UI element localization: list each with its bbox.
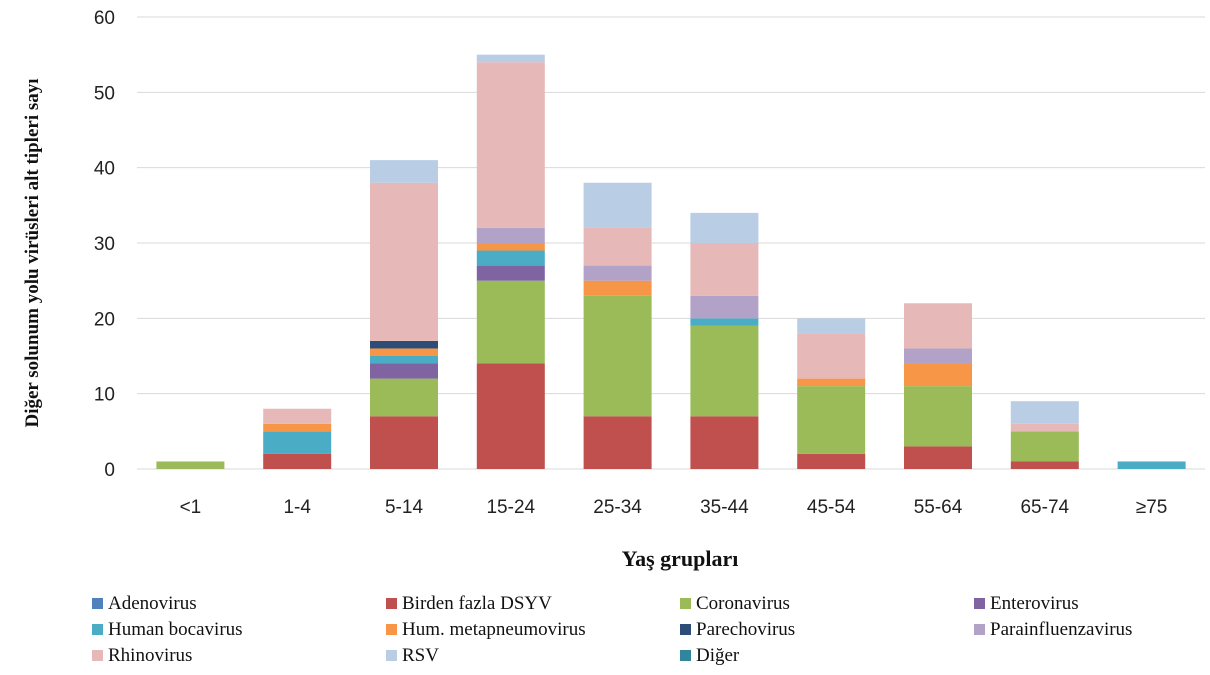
x-tick-label: 1-4 — [283, 497, 311, 518]
bar-segment — [904, 348, 972, 364]
x-axis-title: Yaş grupları — [622, 546, 739, 571]
legend-swatch — [974, 624, 985, 635]
bar-segment — [690, 243, 759, 296]
y-axis-title: Diğer solunum yolu virüsleri alt tipleri… — [22, 78, 43, 427]
legend-entry: RSV — [402, 645, 439, 666]
x-tick-label: 15-24 — [486, 497, 535, 518]
bar-segment — [476, 227, 545, 243]
bar-segment — [690, 295, 759, 319]
bar-segment — [690, 318, 759, 326]
legend-swatch — [92, 598, 103, 609]
bar-segment — [1117, 461, 1186, 469]
bar-segment — [370, 416, 438, 469]
y-tick-label: 20 — [94, 309, 115, 330]
x-tick-label: 5-14 — [385, 497, 423, 518]
bar-segment — [904, 446, 972, 469]
legend-entry: Parainfluenzavirus — [990, 619, 1132, 640]
x-tick-label: 65-74 — [1020, 497, 1069, 518]
bar-segment — [370, 160, 438, 183]
legend-entry: Enterovirus — [990, 593, 1079, 614]
legend-entry: Coronavirus — [696, 593, 790, 614]
bar-segment — [370, 340, 438, 349]
legend-swatch — [92, 650, 103, 661]
y-tick-label: 10 — [94, 385, 115, 406]
legend-swatch — [92, 624, 103, 635]
bar-segment — [904, 363, 972, 387]
legend-entry: Diğer — [696, 645, 740, 666]
bar-segment — [797, 386, 866, 454]
bar-segment — [797, 453, 866, 469]
y-tick-label: 0 — [104, 460, 115, 481]
bar-segment — [263, 431, 332, 454]
bar-segment — [476, 280, 545, 364]
bar-segment — [904, 303, 972, 349]
bar-segment — [476, 243, 545, 251]
x-tick-label: <1 — [180, 497, 202, 518]
y-tick-label: 50 — [94, 83, 115, 104]
legend-entry: Parechovirus — [696, 619, 795, 640]
bar-segment — [797, 378, 866, 387]
gridlines — [137, 16, 1205, 470]
bar-segment — [156, 461, 225, 469]
legend-swatch — [680, 598, 691, 609]
bar-segment — [690, 325, 759, 417]
legend-swatch — [680, 624, 691, 635]
legend-entry: Hum. metapneumovirus — [402, 619, 586, 640]
x-tick-label: 45-54 — [807, 497, 856, 518]
legend-entry: Human bocavirus — [108, 619, 243, 640]
x-tick-label: 55-64 — [914, 497, 963, 518]
bar-segment — [476, 54, 545, 63]
legend-swatch — [386, 598, 397, 609]
bar-segment — [476, 250, 545, 266]
bar-segment — [370, 356, 438, 364]
bar-segment — [263, 423, 332, 432]
x-tick-label: 35-44 — [700, 497, 749, 518]
legend-entry: Rhinovirus — [108, 645, 192, 666]
legend-entry: Adenovirus — [108, 593, 197, 614]
bar-segment — [370, 182, 438, 341]
bar-segment — [1010, 461, 1079, 469]
y-axis-tick-labels: 0 10 20 30 40 50 60 — [94, 8, 115, 481]
bar-segment — [370, 378, 438, 417]
bar-segment — [1010, 431, 1079, 462]
bar-segment — [583, 416, 652, 469]
bar-segment — [1010, 401, 1079, 424]
bar-segment — [370, 363, 438, 379]
legend-swatch — [386, 624, 397, 635]
bar-segment — [690, 416, 759, 469]
legend-swatch — [680, 650, 691, 661]
bar-segment — [583, 280, 652, 296]
bar-segment — [370, 348, 438, 356]
bar-segment — [583, 182, 652, 228]
bar-segment — [797, 333, 866, 379]
x-axis-tick-labels: <1 1-4 5-14 15-24 25-34 35-44 45-54 55-64 65-74 ≥… — [180, 497, 1168, 518]
bar-segment — [1010, 423, 1079, 432]
y-tick-label: 30 — [94, 234, 115, 255]
bar-segment — [476, 62, 545, 228]
bars — [156, 54, 1186, 469]
bar-segment — [583, 265, 652, 281]
x-tick-label: ≥75 — [1136, 497, 1168, 518]
bar-segment — [476, 265, 545, 281]
bar-segment — [904, 386, 972, 447]
legend-swatch — [974, 598, 985, 609]
legend-swatch — [386, 650, 397, 661]
x-tick-label: 25-34 — [593, 497, 642, 518]
bar-segment — [263, 453, 332, 469]
bar-segment — [797, 318, 866, 334]
bar-segment — [476, 363, 545, 469]
legend: Adenovirus Birden fazla DSYV Coronavirus En… — [92, 593, 1132, 666]
y-tick-label: 60 — [94, 8, 115, 29]
bar-segment — [583, 295, 652, 417]
bar-segment — [263, 408, 332, 424]
bar-segment — [583, 227, 652, 266]
legend-entry: Birden fazla DSYV — [402, 593, 552, 614]
bar-segment — [690, 212, 759, 243]
y-tick-label: 40 — [94, 159, 115, 180]
